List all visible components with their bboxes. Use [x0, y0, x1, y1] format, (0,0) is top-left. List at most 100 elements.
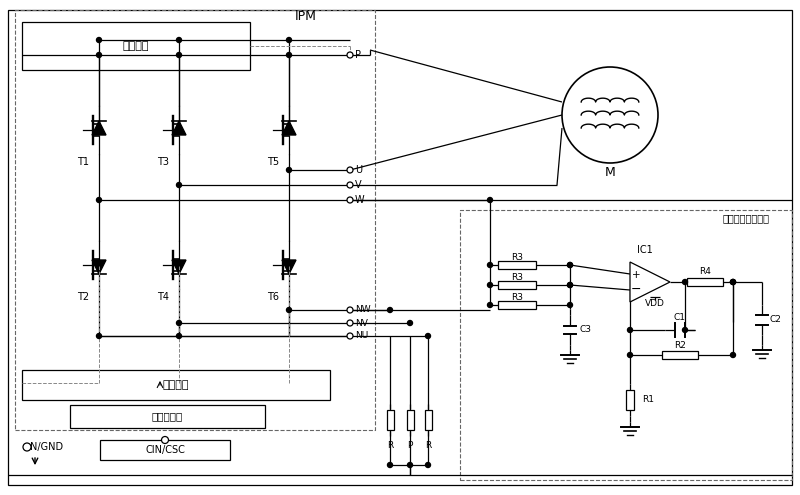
Text: R3: R3 [511, 273, 523, 282]
Bar [498, 301, 536, 309]
Text: T3: T3 [157, 157, 169, 167]
Bar [498, 261, 536, 269]
Polygon shape [92, 260, 106, 274]
Circle shape [567, 262, 573, 267]
Text: T5: T5 [267, 157, 279, 167]
Text: C2: C2 [770, 315, 782, 325]
Circle shape [177, 52, 182, 57]
Text: C1: C1 [674, 313, 686, 323]
Polygon shape [630, 262, 670, 302]
Text: NU: NU [355, 332, 368, 341]
Text: CIN/CSC: CIN/CSC [145, 445, 185, 455]
Polygon shape [282, 260, 296, 274]
Circle shape [567, 283, 573, 288]
Text: W: W [355, 195, 365, 205]
Bar [626, 390, 634, 410]
Text: +: + [632, 270, 640, 280]
Text: C3: C3 [580, 326, 592, 335]
Circle shape [567, 283, 573, 288]
Circle shape [562, 67, 658, 163]
Polygon shape [92, 121, 106, 135]
Circle shape [730, 352, 735, 357]
Text: T6: T6 [267, 292, 279, 302]
Circle shape [97, 38, 102, 43]
Circle shape [97, 52, 102, 57]
Text: R3: R3 [511, 293, 523, 301]
Bar [100, 440, 230, 460]
Circle shape [487, 302, 493, 307]
Circle shape [347, 320, 353, 326]
Text: P: P [355, 50, 361, 60]
Circle shape [730, 280, 735, 285]
Text: IC1: IC1 [637, 245, 653, 255]
Text: R: R [425, 441, 431, 449]
Circle shape [347, 197, 353, 203]
Circle shape [286, 38, 291, 43]
Circle shape [97, 198, 102, 202]
Circle shape [286, 307, 291, 312]
Circle shape [567, 262, 573, 267]
Text: R1: R1 [642, 396, 654, 404]
Circle shape [487, 198, 493, 202]
Circle shape [347, 52, 353, 58]
Circle shape [347, 182, 353, 188]
Circle shape [177, 320, 182, 326]
Bar [386, 410, 394, 430]
Bar [662, 351, 698, 359]
Circle shape [426, 334, 430, 339]
Text: 驱动电路: 驱动电路 [122, 41, 150, 51]
Text: T4: T4 [157, 292, 169, 302]
Text: R2: R2 [674, 341, 686, 349]
Circle shape [682, 328, 687, 333]
Circle shape [730, 280, 735, 285]
Bar [406, 410, 414, 430]
Circle shape [23, 443, 31, 451]
Text: 过流保护器: 过流保护器 [152, 411, 183, 422]
Text: V: V [355, 180, 362, 190]
Circle shape [286, 167, 291, 172]
Text: 直流电流检测电路: 直流电流检测电路 [723, 213, 770, 223]
Circle shape [177, 38, 182, 43]
Text: U: U [355, 165, 362, 175]
Circle shape [162, 437, 169, 444]
Text: NW: NW [355, 305, 370, 314]
Text: P: P [407, 441, 413, 449]
Circle shape [426, 462, 430, 467]
Text: R3: R3 [511, 252, 523, 261]
Polygon shape [282, 121, 296, 135]
Circle shape [177, 334, 182, 339]
Circle shape [567, 302, 573, 307]
Circle shape [487, 283, 493, 288]
Circle shape [730, 280, 735, 285]
Text: T1: T1 [77, 157, 89, 167]
Circle shape [627, 352, 633, 357]
Circle shape [347, 333, 353, 339]
Circle shape [387, 307, 393, 312]
Circle shape [487, 262, 493, 267]
Circle shape [407, 462, 413, 467]
Text: NV: NV [355, 318, 368, 328]
Circle shape [387, 462, 393, 467]
Circle shape [627, 328, 633, 333]
Circle shape [347, 167, 353, 173]
Circle shape [682, 280, 687, 285]
Bar [498, 281, 536, 289]
Text: 驱动电路: 驱动电路 [162, 380, 190, 390]
Text: R: R [387, 441, 393, 449]
Text: −: − [630, 283, 642, 296]
Text: IPM: IPM [295, 10, 317, 23]
Text: R4: R4 [699, 267, 711, 277]
Circle shape [97, 334, 102, 339]
Polygon shape [172, 260, 186, 274]
Circle shape [347, 307, 353, 313]
Text: VDD: VDD [645, 299, 665, 308]
Bar [425, 410, 431, 430]
Circle shape [407, 320, 413, 326]
Bar [22, 22, 250, 70]
Bar [15, 10, 375, 430]
Polygon shape [172, 121, 186, 135]
Text: N/GND: N/GND [30, 442, 63, 452]
Bar [460, 210, 792, 480]
Bar [687, 278, 723, 286]
Circle shape [286, 52, 291, 57]
